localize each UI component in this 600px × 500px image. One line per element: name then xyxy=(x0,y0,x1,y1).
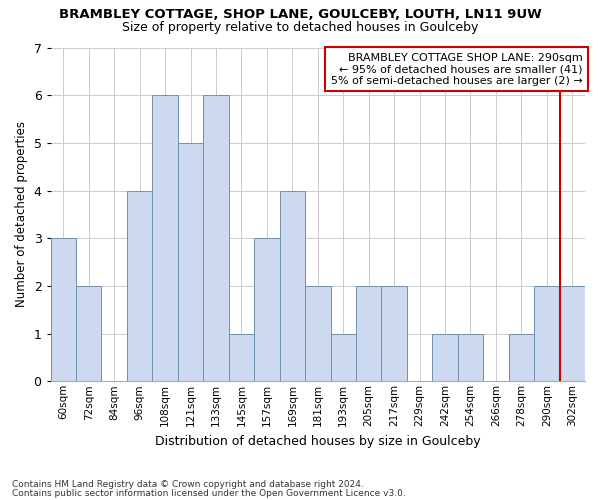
Text: BRAMBLEY COTTAGE, SHOP LANE, GOULCEBY, LOUTH, LN11 9UW: BRAMBLEY COTTAGE, SHOP LANE, GOULCEBY, L… xyxy=(59,8,541,20)
Bar xyxy=(229,334,254,382)
Bar xyxy=(382,286,407,382)
Bar xyxy=(331,334,356,382)
Y-axis label: Number of detached properties: Number of detached properties xyxy=(15,122,28,308)
X-axis label: Distribution of detached houses by size in Goulceby: Distribution of detached houses by size … xyxy=(155,434,481,448)
Text: Contains public sector information licensed under the Open Government Licence v3: Contains public sector information licen… xyxy=(12,490,406,498)
Text: BRAMBLEY COTTAGE SHOP LANE: 290sqm
← 95% of detached houses are smaller (41)
5% : BRAMBLEY COTTAGE SHOP LANE: 290sqm ← 95%… xyxy=(331,52,583,86)
Bar xyxy=(127,190,152,382)
Bar xyxy=(356,286,382,382)
Text: Size of property relative to detached houses in Goulceby: Size of property relative to detached ho… xyxy=(122,21,478,34)
Bar xyxy=(433,334,458,382)
Bar xyxy=(458,334,483,382)
Bar xyxy=(152,95,178,382)
Bar xyxy=(280,190,305,382)
Bar xyxy=(50,238,76,382)
Bar xyxy=(254,238,280,382)
Bar xyxy=(509,334,534,382)
Bar xyxy=(305,286,331,382)
Bar xyxy=(203,95,229,382)
Bar xyxy=(560,286,585,382)
Bar xyxy=(76,286,101,382)
Bar xyxy=(178,143,203,382)
Bar xyxy=(534,286,560,382)
Text: Contains HM Land Registry data © Crown copyright and database right 2024.: Contains HM Land Registry data © Crown c… xyxy=(12,480,364,489)
